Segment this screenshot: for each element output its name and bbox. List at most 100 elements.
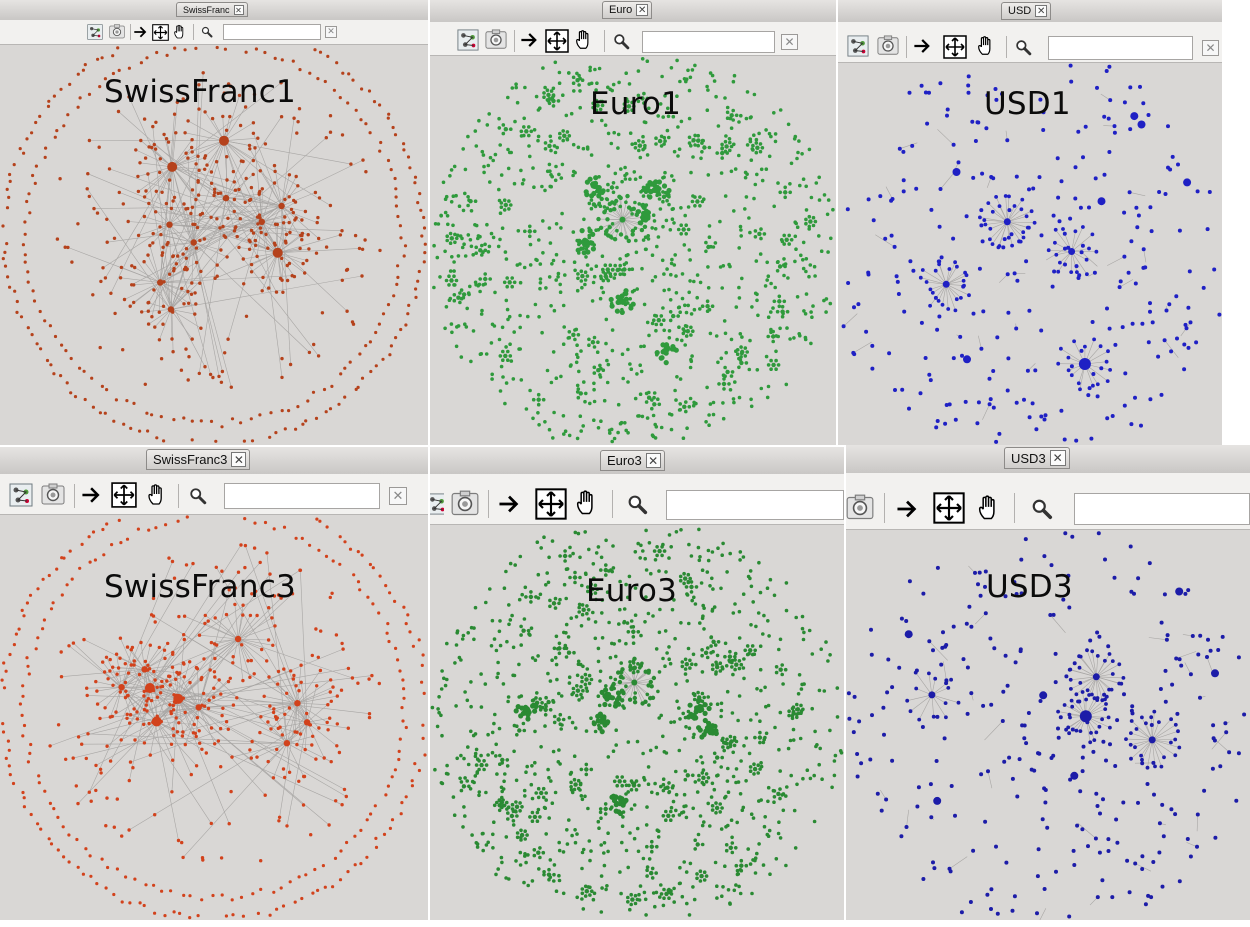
graph-node: [783, 195, 787, 200]
tab-swissfranc3[interactable]: SwissFranc3 ✕: [146, 449, 251, 470]
graph-node: [430, 705, 435, 710]
layout-button[interactable]: [430, 492, 444, 516]
graph-node: [671, 207, 675, 211]
graph-node: [283, 427, 287, 431]
graph-node: [223, 351, 227, 355]
camera-button[interactable]: [484, 28, 508, 52]
graph-edge: [169, 224, 174, 352]
search-button[interactable]: [199, 24, 215, 40]
graph-node: [21, 694, 25, 698]
tab-euro3[interactable]: Euro3 ✕: [600, 450, 665, 471]
graph-node: [209, 181, 214, 185]
hand-button[interactable]: [144, 482, 170, 508]
network-graph[interactable]: [0, 45, 428, 445]
graph-node: [365, 855, 369, 859]
graph-edge: [73, 642, 157, 722]
tab-close-button[interactable]: ✕: [233, 4, 244, 15]
search-input[interactable]: [224, 483, 380, 509]
graph-node: [669, 427, 674, 432]
search-input[interactable]: [1048, 36, 1193, 60]
graph-node: [533, 729, 537, 734]
search-clear-button[interactable]: ✕: [781, 34, 798, 50]
move-button[interactable]: [942, 34, 968, 60]
graph-node: [543, 147, 548, 151]
move-button[interactable]: [110, 481, 138, 509]
search-button[interactable]: [186, 484, 210, 508]
graph-node: [591, 610, 595, 615]
graph-edge: [945, 262, 956, 285]
move-button[interactable]: [534, 487, 568, 521]
graph-node: [38, 114, 42, 118]
camera-button[interactable]: [108, 23, 126, 41]
graph-node: [797, 139, 801, 143]
search-button[interactable]: [1012, 36, 1034, 58]
move-button[interactable]: [544, 28, 570, 54]
graph-node: [258, 226, 263, 230]
tab-swissfranc[interactable]: SwissFranc ✕: [176, 2, 248, 17]
graph-node: [670, 174, 674, 178]
graph-node: [822, 193, 827, 197]
layout-button[interactable]: [456, 28, 480, 52]
graph-node: [1217, 312, 1222, 317]
search-input[interactable]: [666, 490, 844, 520]
graph-node: [684, 334, 689, 338]
search-input[interactable]: [223, 24, 321, 40]
tab-usd[interactable]: USD ✕: [1001, 2, 1052, 20]
move-button[interactable]: [151, 23, 169, 41]
hand-button[interactable]: [572, 28, 596, 52]
search-button[interactable]: [624, 491, 650, 517]
tab-close-button[interactable]: ✕: [231, 452, 247, 467]
hand-button[interactable]: [974, 34, 998, 58]
tab-euro[interactable]: Euro ✕: [602, 1, 653, 19]
graph-node: [66, 245, 70, 250]
graph-node: [1000, 92, 1004, 96]
camera-button[interactable]: [40, 482, 66, 508]
graph-node: [1112, 130, 1117, 135]
graph-node: [171, 727, 175, 731]
search-clear-button[interactable]: ✕: [325, 26, 337, 38]
search-clear-button[interactable]: ✕: [389, 487, 407, 505]
graph-node: [565, 130, 570, 134]
graph-node: [28, 751, 32, 755]
select-arrow-button[interactable]: [912, 35, 934, 57]
graph-node: [731, 118, 735, 122]
select-arrow-button[interactable]: [80, 483, 104, 507]
graph-node: [26, 760, 30, 764]
layout-button[interactable]: [86, 23, 104, 41]
graph-node: [946, 307, 951, 311]
select-arrow-button[interactable]: [496, 490, 524, 518]
graph-node: [176, 838, 181, 843]
graph-node: [681, 711, 685, 716]
graph-node: [545, 368, 550, 373]
network-graph[interactable]: [838, 63, 1222, 445]
network-graph[interactable]: [0, 515, 428, 920]
search-input[interactable]: [642, 31, 775, 53]
graph-edge: [306, 722, 325, 759]
graph-node: [689, 312, 694, 316]
hand-button[interactable]: [572, 488, 602, 518]
tab-close-button[interactable]: ✕: [1035, 5, 1048, 17]
graph-node: [265, 659, 269, 663]
arrow-icon: [82, 485, 102, 505]
graph-node: [562, 582, 567, 587]
search-button[interactable]: [610, 30, 632, 52]
camera-button[interactable]: [876, 34, 900, 58]
network-graph[interactable]: [430, 525, 844, 920]
layout-button[interactable]: [8, 482, 34, 508]
graph-node: [1027, 187, 1031, 192]
select-arrow-button[interactable]: [133, 24, 149, 40]
network-graph[interactable]: [430, 56, 836, 445]
graph-node: [103, 276, 108, 280]
graph-node: [1033, 368, 1038, 373]
layout-button[interactable]: [846, 34, 870, 58]
tab-close-button[interactable]: ✕: [636, 4, 649, 16]
graph-node: [483, 242, 487, 247]
camera-button[interactable]: [450, 490, 480, 518]
graph-node: [399, 812, 403, 816]
graph-node: [725, 779, 730, 783]
search-clear-button[interactable]: ✕: [1202, 40, 1219, 56]
select-arrow-button[interactable]: [520, 29, 540, 51]
graph-node: [291, 210, 295, 215]
tab-close-button[interactable]: ✕: [645, 453, 661, 468]
hand-button[interactable]: [171, 23, 189, 41]
